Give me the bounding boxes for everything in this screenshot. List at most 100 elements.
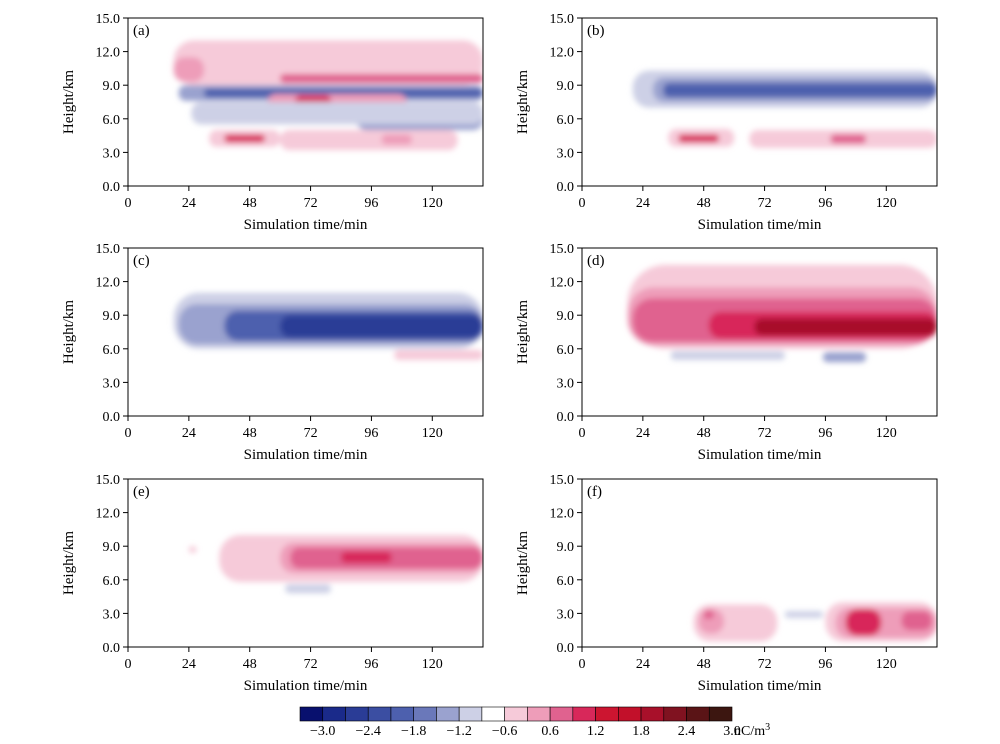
panel-e: 0 24 48 72 96 120 0.0 3.0 6.0 9.0 12.0 15.0 Simulati… (61, 473, 484, 694)
colorbar-swatch (458, 706, 483, 722)
x-tick-label: 72 (304, 657, 318, 672)
y-axis-title: Height/km (61, 531, 77, 595)
charge-field (693, 602, 937, 642)
colorbar-tick-label: −0.6 (492, 724, 517, 739)
x-tick-label: 72 (304, 196, 318, 211)
panel-label: (e) (133, 484, 150, 500)
colorbar-swatch (708, 706, 733, 722)
charge-region (784, 611, 823, 618)
x-tick-label: 24 (182, 196, 196, 211)
y-axis-title: Height/km (515, 70, 531, 134)
charge-region (188, 546, 197, 553)
colorbar-swatch (595, 706, 619, 722)
plot-frame (581, 478, 938, 648)
panels-group: 0 24 48 72 96 120 0.0 3.0 6.0 9.0 12.0 15.0 Simulati… (61, 12, 938, 694)
panel-c: 0 24 48 72 96 120 0.0 3.0 6.0 9.0 12.0 15.0 Simulati… (61, 242, 484, 463)
y-tick-label: 12.0 (96, 276, 121, 291)
colorbar-tick-label: 1.8 (632, 724, 650, 739)
charge-region (173, 57, 205, 82)
y-tick-label: 12.0 (96, 507, 121, 522)
x-axis-title: Simulation time/min (698, 447, 822, 463)
y-axis-title: Height/km (515, 300, 531, 364)
x-tick-label: 24 (182, 657, 196, 672)
colorbar-swatch (504, 706, 528, 722)
x-axis-title: Simulation time/min (244, 678, 368, 694)
colorbar-tick-label: −1.8 (401, 724, 426, 739)
x-tick-label: 120 (876, 426, 897, 441)
colorbar-tick-label: −1.2 (446, 724, 471, 739)
colorbar-swatch (345, 706, 369, 722)
plot-frame (127, 247, 484, 417)
x-tick-label: 96 (818, 657, 832, 672)
panel-label: (d) (587, 253, 605, 269)
charge-region (280, 130, 458, 151)
y-tick-label: 0.0 (557, 641, 575, 656)
charge-region (280, 74, 483, 83)
colorbar-swatch (640, 706, 665, 722)
y-tick-label: 9.0 (557, 540, 575, 555)
y-tick-label: 9.0 (103, 540, 121, 555)
y-tick-label: 12.0 (96, 46, 121, 61)
colorbar-swatch (299, 706, 324, 722)
y-tick-label: 3.0 (103, 146, 121, 161)
x-tick-label: 96 (818, 196, 832, 211)
y-tick-label: 3.0 (103, 376, 121, 391)
y-tick-label: 3.0 (557, 146, 575, 161)
colorbar-swatch (436, 706, 460, 722)
x-tick-label: 120 (422, 657, 443, 672)
y-tick-label: 15.0 (96, 12, 121, 27)
y-tick-label: 9.0 (557, 79, 575, 94)
charge-region (381, 134, 412, 145)
colorbar-swatch (572, 706, 596, 722)
y-tick-label: 6.0 (557, 113, 575, 128)
y-tick-label: 3.0 (103, 607, 121, 622)
colorbar-tick-label: 1.2 (587, 724, 605, 739)
colorbar-swatch (549, 706, 574, 722)
panel-label: (b) (587, 23, 605, 39)
charge-region (394, 349, 483, 360)
y-tick-label: 6.0 (557, 343, 575, 358)
charge-field (188, 535, 483, 594)
colorbar-tick-label: −2.4 (356, 724, 381, 739)
y-tick-label: 9.0 (103, 309, 121, 324)
x-tick-label: 120 (422, 196, 443, 211)
y-axis-title: Height/km (61, 300, 77, 364)
charge-region (830, 134, 866, 144)
y-tick-label: 12.0 (550, 507, 575, 522)
panel-label: (a) (133, 23, 150, 39)
panel-label: (c) (133, 253, 150, 269)
x-tick-label: 24 (636, 196, 650, 211)
x-tick-label: 24 (636, 657, 650, 672)
x-tick-label: 0 (579, 196, 586, 211)
y-tick-label: 0.0 (103, 180, 121, 195)
colorbar-swatch (663, 706, 687, 722)
x-axis-title: Simulation time/min (244, 217, 368, 233)
colorbar-swatch (390, 706, 414, 722)
charge-region (280, 315, 483, 338)
y-tick-label: 0.0 (557, 410, 575, 425)
colorbar: −3.0 −2.4 −1.8 −1.2 −0.6 0.6 1.2 1.8 2.4 3.0nC/m3 (299, 706, 770, 739)
colorbar-swatch (686, 706, 710, 722)
charge-region (845, 608, 882, 636)
colorbar-swatch (322, 706, 346, 722)
y-tick-label: 15.0 (550, 473, 575, 488)
x-tick-label: 72 (758, 657, 772, 672)
charge-region (822, 352, 866, 363)
y-tick-label: 15.0 (550, 12, 575, 27)
x-tick-label: 72 (304, 426, 318, 441)
y-tick-label: 6.0 (103, 113, 121, 128)
y-axis-title: Height/km (61, 70, 77, 134)
x-tick-label: 72 (758, 196, 772, 211)
x-tick-label: 48 (243, 657, 257, 672)
colorbar-tick-label: 0.6 (541, 724, 559, 739)
y-tick-label: 9.0 (103, 79, 121, 94)
charge-region (754, 318, 937, 336)
colorbar-swatch (527, 706, 551, 722)
charge-region (224, 134, 265, 143)
colorbar-tick-label: 2.4 (678, 724, 696, 739)
y-tick-label: 12.0 (550, 46, 575, 61)
y-tick-label: 6.0 (103, 574, 121, 589)
y-tick-label: 0.0 (103, 410, 121, 425)
charge-region (670, 351, 785, 360)
x-axis-title: Simulation time/min (698, 217, 822, 233)
